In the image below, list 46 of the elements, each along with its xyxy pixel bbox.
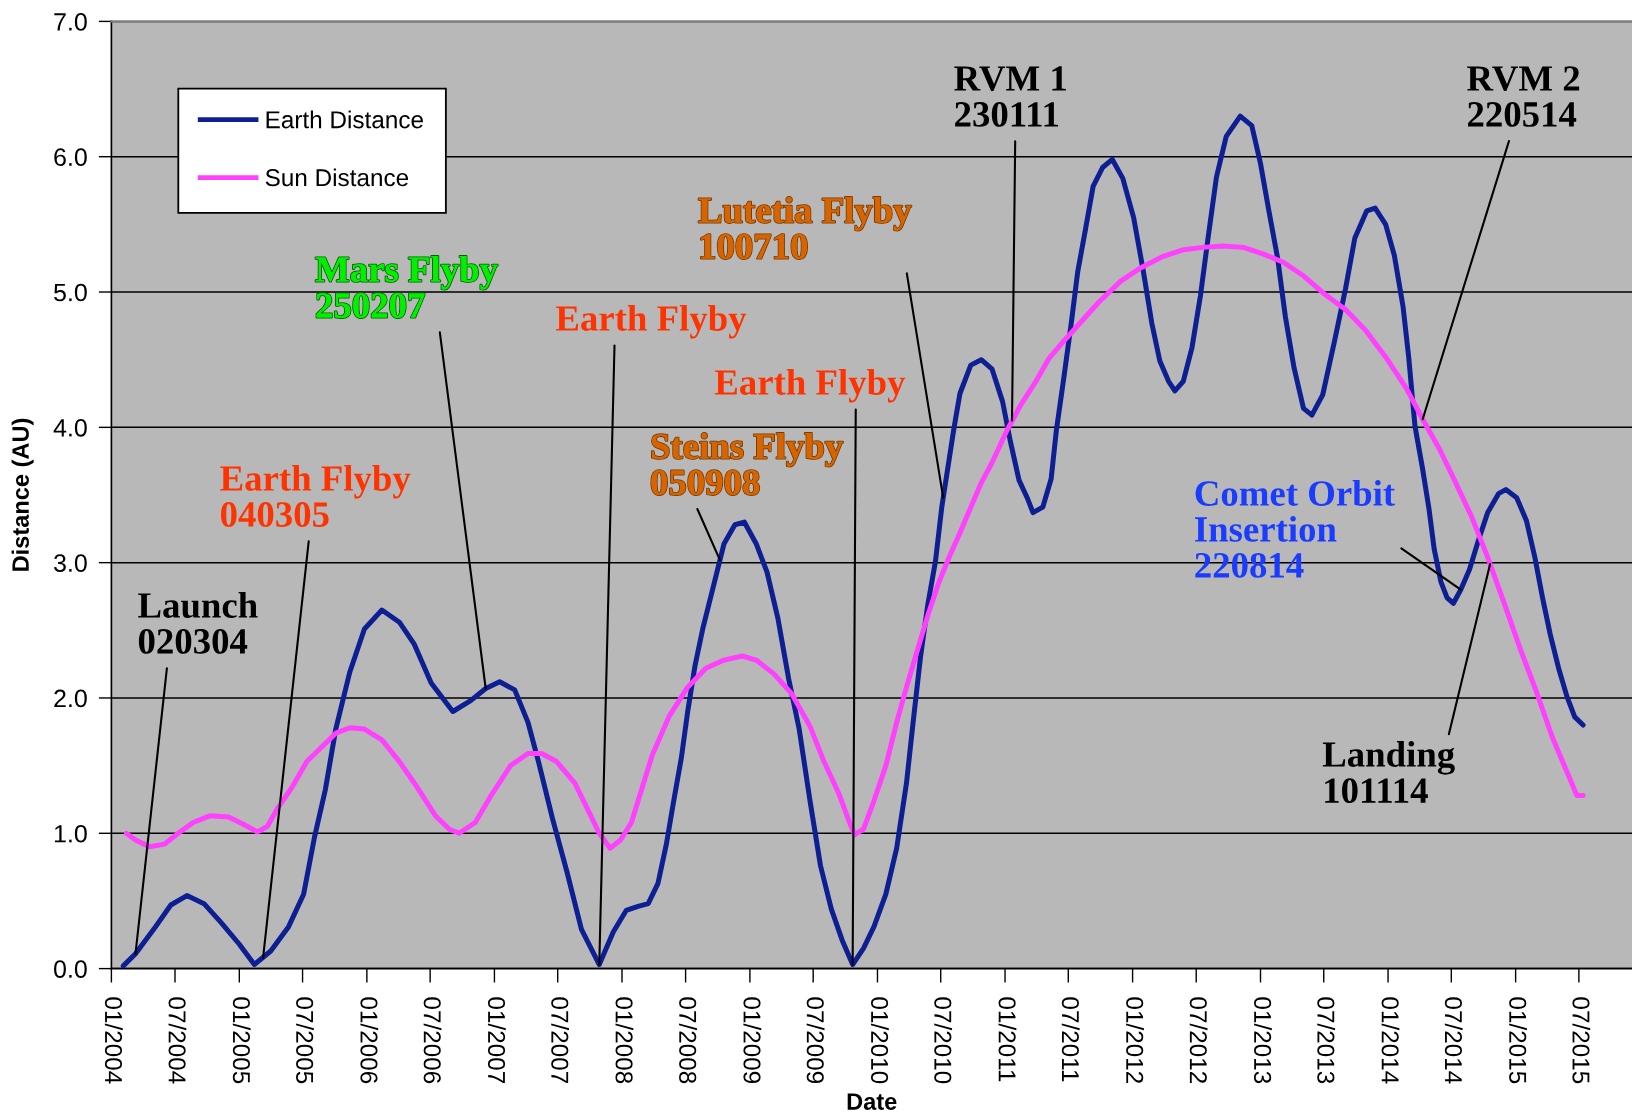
legend-label: Sun Distance (265, 168, 409, 187)
annotation: Mars Flyby 250207 (315, 256, 498, 318)
annotation: Steins Flyby 050908 (651, 433, 843, 495)
annotation: RVM 1 230111 (954, 66, 1066, 127)
x-tick-label: 07/2012 (1189, 997, 1208, 1084)
x-tick-label: 01/2009 (743, 997, 762, 1084)
x-tick-label: 01/2011 (998, 997, 1017, 1082)
x-tick-label: 01/2008 (615, 997, 634, 1084)
x-tick-label: 01/2004 (104, 997, 123, 1084)
x-tick-label: 07/2015 (1572, 997, 1591, 1084)
y-tick-label: 0.0 (54, 960, 87, 978)
annotation: Earth Flyby (556, 305, 747, 339)
x-tick-label: 07/2010 (934, 997, 953, 1084)
annotation: RVM 2 220514 (1467, 66, 1580, 127)
x-tick-label: 07/2007 (551, 997, 570, 1084)
x-tick-label: 01/2007 (487, 997, 506, 1084)
x-tick-label: 07/2004 (168, 997, 187, 1084)
x-tick-label: 07/2014 (1444, 997, 1463, 1084)
x-axis-title: Date (847, 1093, 897, 1110)
x-tick-label: 01/2013 (1253, 997, 1272, 1084)
y-tick-label: 4.0 (53, 418, 87, 437)
y-tick-label: 7.0 (54, 13, 87, 31)
x-tick-label: 07/2005 (296, 997, 314, 1084)
y-tick-label: 2.0 (54, 689, 87, 708)
y-tick-label: 6.0 (54, 148, 87, 167)
x-tick-label: 01/2012 (1126, 997, 1144, 1084)
annotation: Earth Flyby 040305 (220, 465, 411, 527)
x-tick-label: 07/2006 (423, 997, 442, 1084)
x-tick-label: 01/2005 (232, 997, 251, 1084)
y-tick-label: 5.0 (54, 283, 87, 302)
x-tick-label: 07/2009 (806, 997, 825, 1084)
annotation: Launch 020304 (138, 592, 258, 654)
x-tick-label: 01/2015 (1509, 997, 1527, 1084)
y-axis-title: Distance (AU) (11, 418, 34, 571)
y-tick-label: 1.0 (54, 824, 87, 843)
x-tick-label: 01/2014 (1381, 997, 1400, 1084)
annotation: Earth Flyby (714, 369, 906, 403)
x-tick-label: 01/2010 (870, 997, 889, 1084)
y-tick-label: 3.0 (53, 554, 87, 572)
legend-label: Earth Distance (266, 110, 423, 129)
annotation: Landing 101114 (1322, 741, 1455, 804)
annotation: Lutetia Flyby 100710 (698, 197, 912, 259)
x-tick-label: 07/2011 (1061, 997, 1080, 1082)
x-tick-label: 01/2006 (360, 997, 379, 1084)
x-tick-label: 07/2008 (679, 997, 697, 1084)
x-tick-label: 07/2013 (1317, 997, 1336, 1084)
